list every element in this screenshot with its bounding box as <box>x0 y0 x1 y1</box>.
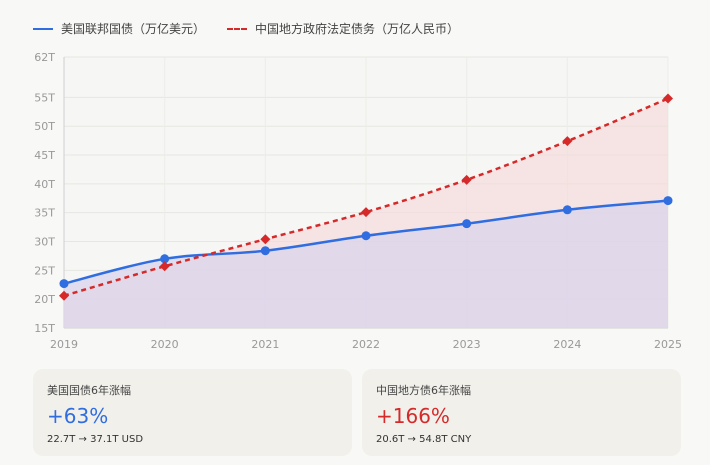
legend-item-cn[interactable]: 中国地方政府法定债务（万亿人民币） <box>227 20 459 37</box>
y-tick-label: 15T <box>34 322 55 335</box>
cn-card-sub: 20.6T → 54.8T CNY <box>376 434 472 445</box>
x-tick-label: 2023 <box>453 338 481 351</box>
x-tick-label: 2025 <box>654 338 682 351</box>
cn-data-point <box>461 174 472 185</box>
y-tick-label: 30T <box>34 236 55 249</box>
us-data-point <box>260 246 270 256</box>
cn-data-point <box>59 290 69 301</box>
legend-label-cn: 中国地方政府法定债务（万亿人民币） <box>255 22 460 36</box>
legend-item-us[interactable]: 美国联邦国债（万亿美元） <box>33 20 205 37</box>
us-card-value: +63% <box>47 404 109 428</box>
y-tick-label: 35T <box>34 207 55 220</box>
us-data-point <box>160 254 170 264</box>
y-tick-label: 62T <box>34 51 55 64</box>
us-area <box>64 200 668 328</box>
cn-data-point <box>663 93 673 104</box>
us-data-point <box>59 279 69 289</box>
cn-growth-card: 中国地方债6年涨幅 +166% 20.6T → 54.8T CNY <box>362 369 681 456</box>
cn-data-point <box>260 234 271 245</box>
cn-data-point <box>361 207 371 218</box>
chart-legend: 美国联邦国债（万亿美元） 中国地方政府法定债务（万亿人民币） <box>33 20 459 37</box>
legend-swatch-cn <box>227 27 248 30</box>
y-tick-label: 20T <box>34 293 55 306</box>
x-tick-label: 2021 <box>251 338 279 351</box>
cn-card-value: +166% <box>376 404 450 428</box>
us-data-point <box>462 219 472 229</box>
legend-label-us: 美国联邦国债（万亿美元） <box>61 22 206 36</box>
x-tick-label: 2024 <box>553 338 581 351</box>
us-growth-card: 美国国债6年涨幅 +63% 22.7T → 37.1T USD <box>33 369 352 456</box>
us-data-point <box>562 205 572 215</box>
x-tick-label: 2019 <box>50 338 78 351</box>
cn-data-point <box>562 136 573 147</box>
x-tick-label: 2022 <box>352 338 380 351</box>
y-tick-label: 50T <box>34 120 55 133</box>
y-tick-label: 25T <box>34 264 55 277</box>
us-data-point <box>361 231 371 241</box>
legend-swatch-us <box>33 27 53 30</box>
y-tick-label: 55T <box>34 91 55 104</box>
cn-card-title: 中国地方债6年涨幅 <box>376 384 471 397</box>
us-card-sub: 22.7T → 37.1T USD <box>47 434 144 445</box>
us-card-title: 美国国债6年涨幅 <box>47 384 131 397</box>
y-tick-label: 45T <box>34 149 55 162</box>
x-tick-label: 2020 <box>151 338 179 351</box>
debt-line-chart: 15T 20T 25T 30T 35T 40T 45T 50T 55T 62T 2019 2020 20… <box>34 51 682 351</box>
y-tick-label: 40T <box>34 178 55 191</box>
us-data-point <box>663 196 673 206</box>
cn-data-point <box>159 261 170 272</box>
